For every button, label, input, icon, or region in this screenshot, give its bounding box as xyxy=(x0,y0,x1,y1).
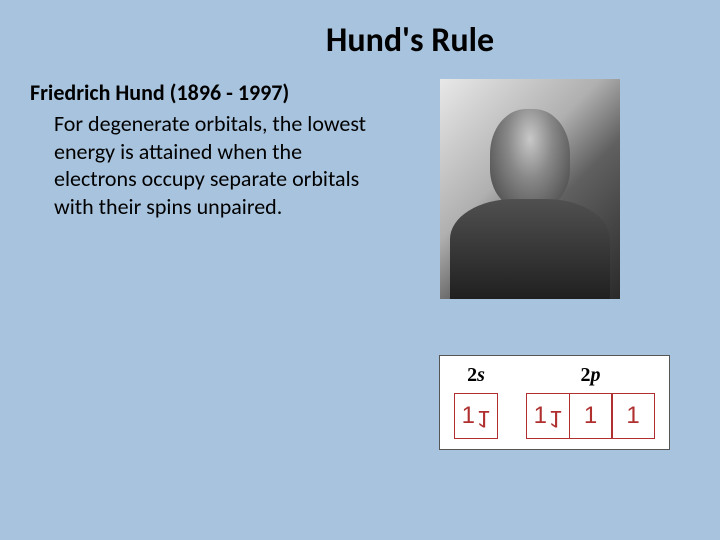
slide: Hund's Rule Friedrich Hund (1896 - 1997)… xyxy=(0,0,720,540)
spin-up-icon: 1 xyxy=(534,404,547,428)
orbital-box: 1 xyxy=(569,393,613,439)
spin-down-icon: 1 xyxy=(477,406,490,430)
orbital-box-row: 1111 xyxy=(526,393,655,439)
body-text: For degenerate orbitals, the lowest ener… xyxy=(30,110,370,220)
orbital-box: 11 xyxy=(454,393,498,439)
orbital-box-row: 11 xyxy=(454,393,498,439)
subtitle: Friedrich Hund (1896 - 1997) xyxy=(30,79,370,106)
spin-up-icon: 1 xyxy=(462,404,475,428)
orbital-group: 2p1111 xyxy=(526,364,655,439)
spin-up-icon: 1 xyxy=(626,404,639,428)
orbital-box: 11 xyxy=(526,393,570,439)
orbital-diagram: 2s112p1111 xyxy=(439,355,670,450)
spin-up-icon: 1 xyxy=(584,404,597,428)
orbital-label: 2s xyxy=(467,364,485,387)
orbital-box: 1 xyxy=(611,393,655,439)
spin-down-icon: 1 xyxy=(549,406,562,430)
orbital-label: 2p xyxy=(581,364,601,387)
portrait-image xyxy=(440,79,620,299)
text-column: Friedrich Hund (1896 - 1997) For degener… xyxy=(30,79,370,299)
orbital-group: 2s 11 xyxy=(454,364,498,439)
slide-title: Hund's Rule xyxy=(130,20,690,61)
content-row: Friedrich Hund (1896 - 1997) For degener… xyxy=(30,79,690,299)
